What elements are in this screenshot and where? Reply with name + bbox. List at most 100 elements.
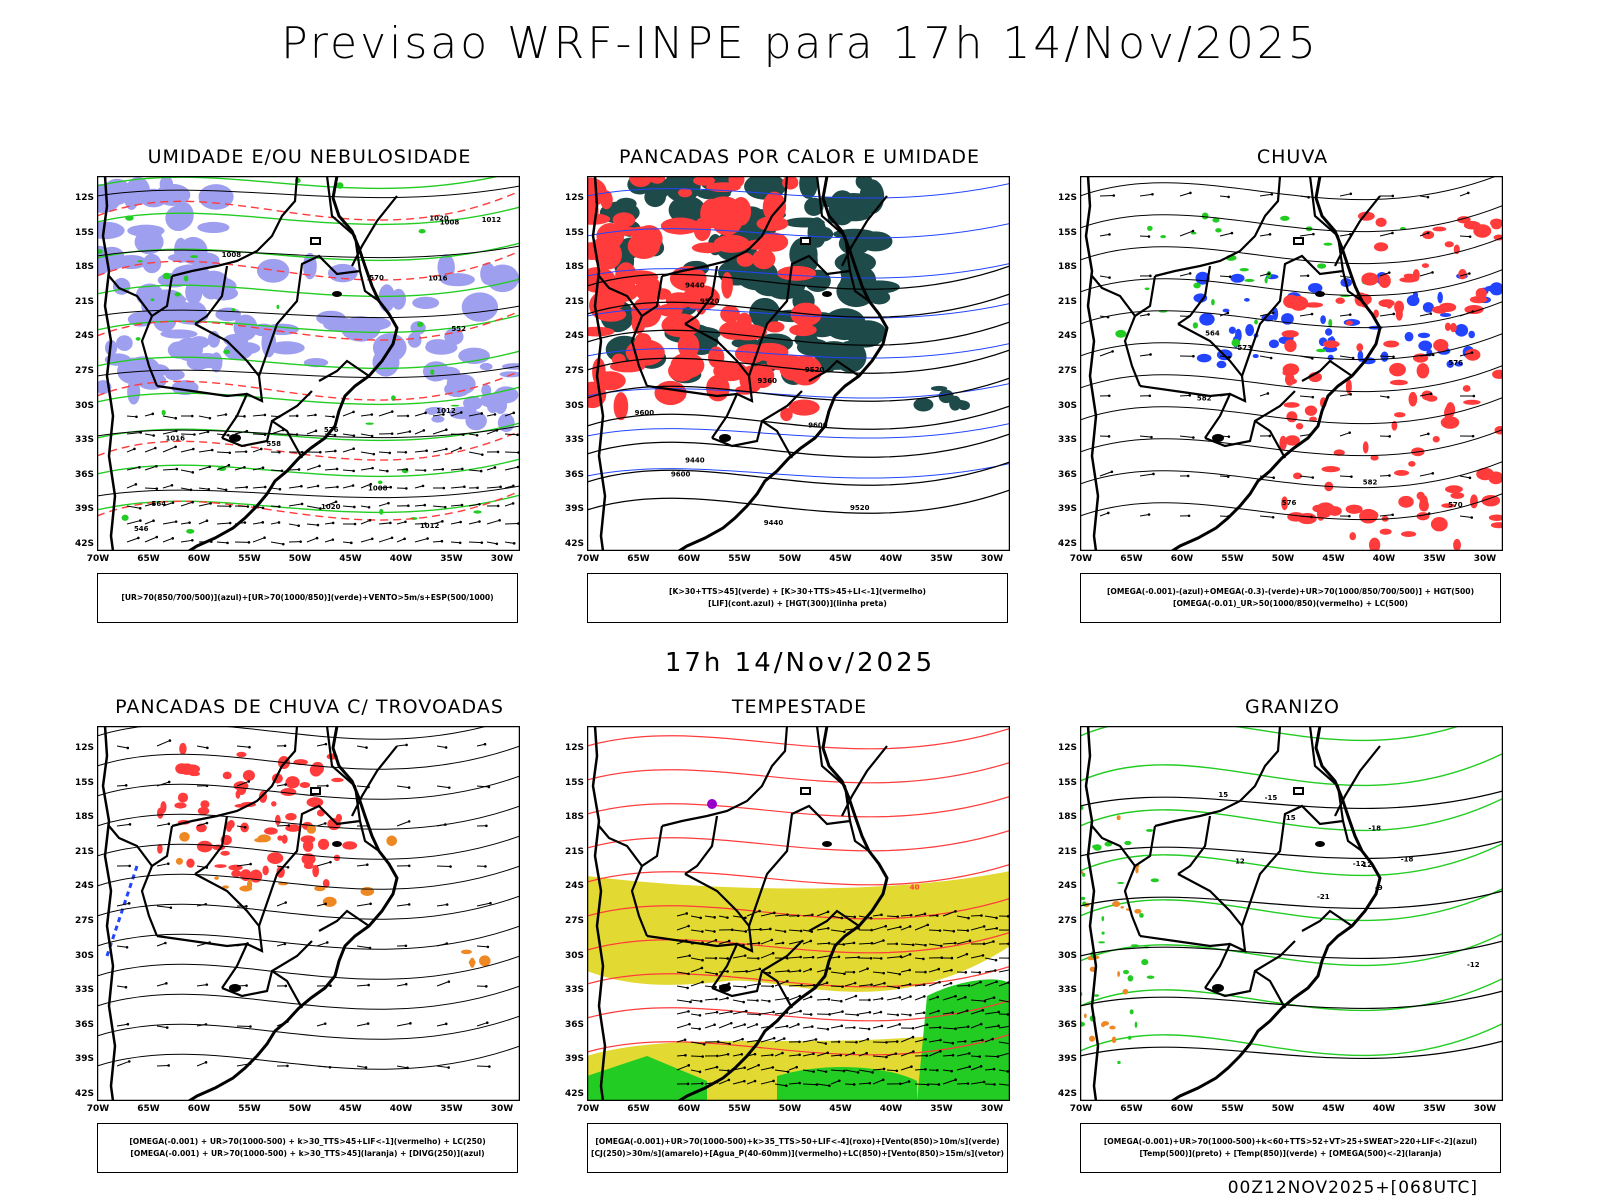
lat-tick-label: 30S bbox=[1057, 950, 1077, 961]
legend-line: [OMEGA(-0.001)+UR>70(1000-500)+k>35_TTS>… bbox=[595, 1137, 1000, 1146]
svg-text:564: 564 bbox=[1205, 330, 1220, 338]
panel-pancadas-calor: PANCADAS POR CALOR E UMIDADE 9600 9520 960… bbox=[552, 146, 1022, 623]
lat-tick-label: 21S bbox=[74, 846, 94, 857]
svg-text:1020: 1020 bbox=[321, 503, 341, 511]
panel-legend: [OMEGA(-0.001)+UR>70(1000-500)+k<60+TTS>… bbox=[1080, 1123, 1501, 1173]
svg-text:9440: 9440 bbox=[685, 281, 705, 289]
lat-tick-label: 15S bbox=[564, 227, 584, 238]
svg-text:1012: 1012 bbox=[420, 522, 440, 530]
lat-tick-label: 27S bbox=[564, 916, 584, 926]
lat-tick-label: 21S bbox=[564, 296, 584, 307]
panel-legend: [UR>70(850/700/500)](azul)+[UR>70(1000/8… bbox=[97, 573, 518, 623]
lat-tick-label: 18S bbox=[564, 262, 584, 273]
svg-text:9520: 9520 bbox=[700, 297, 720, 305]
panel-title: PANCADAS DE CHUVA C/ TROVOADAS bbox=[115, 696, 504, 718]
lon-tick-label: 40W bbox=[389, 554, 413, 564]
panel-title: PANCADAS POR CALOR E UMIDADE bbox=[618, 146, 980, 168]
lon-tick-label: 60W bbox=[187, 554, 211, 564]
lon-tick-label: 40W bbox=[879, 554, 903, 564]
lat-tick-label: 30S bbox=[74, 400, 94, 411]
lat-tick-label: 24S bbox=[564, 331, 584, 342]
lat-tick-label: 27S bbox=[564, 366, 584, 376]
lon-tick-label: 35W bbox=[930, 1104, 953, 1114]
lat-tick-label: 24S bbox=[564, 881, 584, 892]
lat-tick-label: 33S bbox=[1057, 985, 1077, 996]
lat-tick-label: 33S bbox=[564, 985, 584, 996]
lat-tick-label: 36S bbox=[74, 1019, 94, 1030]
lon-tick-label: 70W bbox=[576, 554, 600, 564]
lon-tick-label: 30W bbox=[980, 1104, 1004, 1114]
lon-tick-label: 35W bbox=[440, 1104, 463, 1114]
svg-text:9600: 9600 bbox=[671, 471, 691, 479]
lon-tick-label: 65W bbox=[1120, 1104, 1143, 1114]
legend-line: [UR>70(850/700/500)](azul)+[UR>70(1000/8… bbox=[121, 593, 494, 602]
lon-tick-label: 55W bbox=[1221, 1104, 1244, 1114]
lon-tick-label: 60W bbox=[1170, 1104, 1194, 1114]
svg-text:1008: 1008 bbox=[368, 485, 388, 493]
lon-tick-label: 35W bbox=[1423, 554, 1446, 564]
lat-tick-label: 42S bbox=[1057, 539, 1077, 549]
lon-tick-label: 60W bbox=[677, 1104, 701, 1114]
lon-tick-label: 65W bbox=[627, 1104, 650, 1114]
lat-tick-label: 15S bbox=[564, 777, 584, 788]
lat-tick-label: 39S bbox=[74, 504, 94, 515]
svg-text:9600: 9600 bbox=[808, 421, 828, 429]
svg-text:570: 570 bbox=[369, 274, 384, 282]
lon-tick-label: 50W bbox=[778, 1104, 802, 1114]
lon-tick-label: 60W bbox=[1170, 554, 1194, 564]
panel-legend: [OMEGA(-0.001) + UR>70(1000-500) + k>30_… bbox=[97, 1123, 518, 1173]
lat-tick-label: 18S bbox=[74, 262, 94, 273]
svg-text:9520: 9520 bbox=[850, 504, 870, 512]
legend-line: [LIF](cont.azul) + [HGT(300)](linha pret… bbox=[708, 599, 887, 608]
lon-tick-label: 55W bbox=[238, 554, 261, 564]
lon-tick-label: 70W bbox=[1069, 554, 1093, 564]
svg-text:9600: 9600 bbox=[635, 409, 655, 417]
panel-umidade: UMIDADE E/OU NEBULOSIDADE 1008 1008 1012 10… bbox=[62, 146, 532, 623]
lat-tick-label: 27S bbox=[1057, 366, 1077, 376]
svg-text:1016: 1016 bbox=[165, 434, 185, 442]
svg-text:576: 576 bbox=[324, 426, 339, 434]
map-canvas: -9 -12 -15 -18 -21 -12 -18 12 15 15 12 bbox=[1080, 726, 1503, 1101]
lon-tick-label: 45W bbox=[829, 554, 852, 564]
svg-text:40: 40 bbox=[910, 884, 920, 892]
lat-tick-label: 15S bbox=[1057, 777, 1077, 788]
lat-tick-label: 42S bbox=[564, 1089, 584, 1099]
lon-tick-label: 70W bbox=[86, 554, 110, 564]
svg-text:552: 552 bbox=[451, 325, 466, 333]
legend-line: [OMEGA(-0.001) + UR>70(1000-500) + k>30_… bbox=[130, 1149, 485, 1158]
svg-text:15: 15 bbox=[1218, 791, 1228, 799]
svg-text:-15: -15 bbox=[1265, 794, 1278, 802]
lon-tick-label: 30W bbox=[1473, 1104, 1497, 1114]
svg-text:-12: -12 bbox=[1353, 860, 1366, 868]
lat-tick-label: 36S bbox=[564, 1019, 584, 1030]
svg-text:570: 570 bbox=[1448, 501, 1463, 509]
lon-tick-label: 50W bbox=[288, 554, 312, 564]
panel-title: GRANIZO bbox=[1245, 696, 1340, 718]
lon-tick-label: 40W bbox=[1372, 1104, 1396, 1114]
legend-line: [OMEGA(-0.001)-(azul)+OMEGA(-0.3)-(verde… bbox=[1106, 587, 1475, 596]
lat-tick-label: 39S bbox=[74, 1054, 94, 1065]
lat-tick-label: 36S bbox=[74, 469, 94, 480]
lat-tick-label: 36S bbox=[1057, 1019, 1077, 1030]
panel-pancadas-trovoadas: PANCADAS DE CHUVA C/ TROVOADAS [OMEGA(-0… bbox=[62, 696, 532, 1173]
svg-text:573: 573 bbox=[1237, 344, 1252, 352]
panel-tempestade: TEMPESTADE 40 [OMEGA(-0.001)+UR>70(1000-… bbox=[552, 696, 1022, 1173]
lon-tick-label: 45W bbox=[1322, 554, 1345, 564]
lon-tick-label: 70W bbox=[1069, 1104, 1093, 1114]
lat-tick-label: 21S bbox=[1057, 296, 1077, 307]
lat-tick-label: 18S bbox=[564, 812, 584, 823]
lat-tick-label: 21S bbox=[564, 846, 584, 857]
svg-text:15: 15 bbox=[1286, 814, 1296, 822]
map-canvas bbox=[97, 726, 520, 1101]
panel-granizo: GRANIZO -9 -12 -15 -18 -21 -12 -18 12 15 15 12 [OM… bbox=[1045, 696, 1515, 1173]
svg-text:1008: 1008 bbox=[440, 219, 460, 227]
lat-tick-label: 39S bbox=[564, 504, 584, 515]
panel-legend: [OMEGA(-0.001)-(azul)+OMEGA(-0.3)-(verde… bbox=[1080, 573, 1501, 623]
lon-tick-label: 45W bbox=[1322, 1104, 1345, 1114]
lat-tick-label: 18S bbox=[1057, 262, 1077, 273]
lon-tick-label: 65W bbox=[137, 1104, 160, 1114]
lon-tick-label: 50W bbox=[288, 1104, 312, 1114]
lat-tick-label: 12S bbox=[1057, 743, 1077, 753]
legend-line: [CJ(250)>30m/s](amarelo)+[Agua_P(40-60mm… bbox=[590, 1149, 1005, 1158]
lat-tick-label: 24S bbox=[1057, 331, 1077, 342]
